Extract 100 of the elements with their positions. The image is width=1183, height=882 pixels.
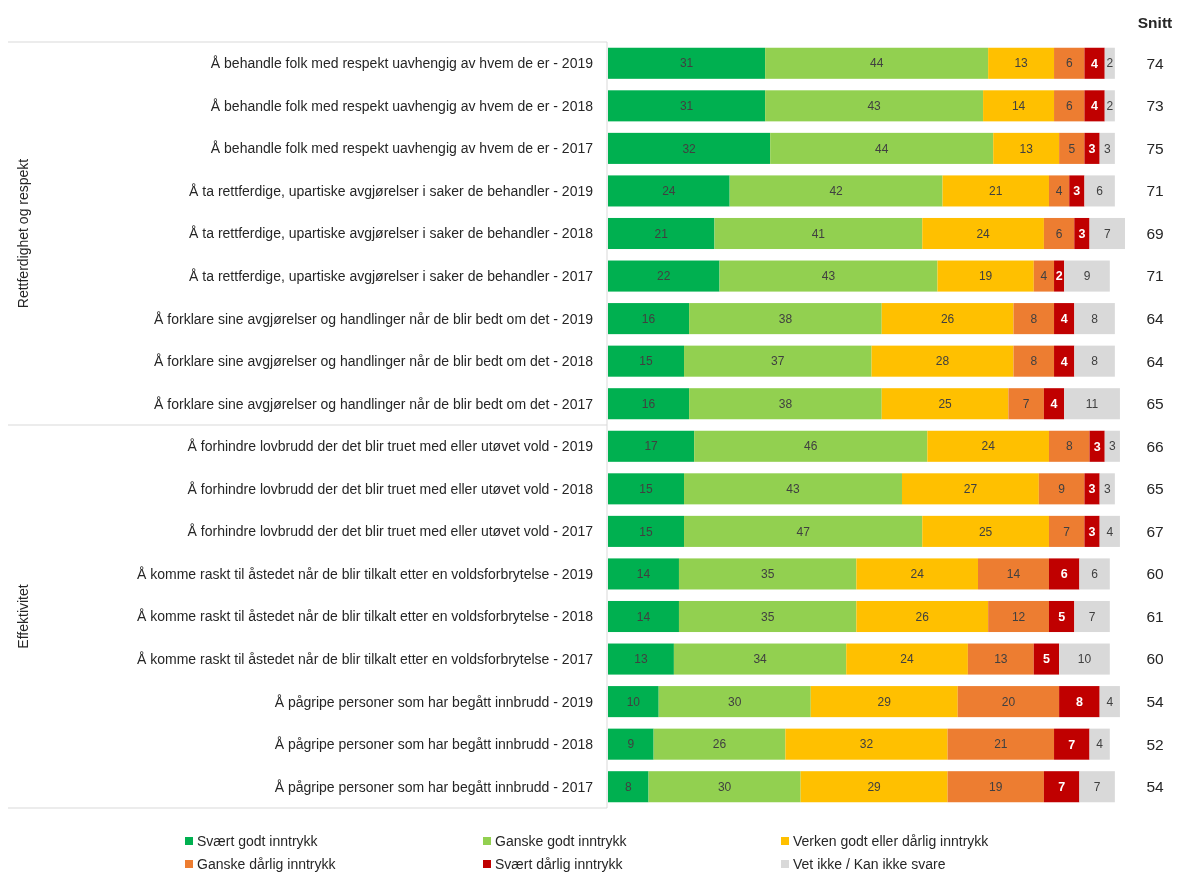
bar xyxy=(1054,303,1075,335)
bar xyxy=(993,132,1060,164)
bar xyxy=(1033,643,1060,675)
y-tick-label: Å forklare sine avgjørelser og handlinger når de blir bedt om det - 2019 xyxy=(154,310,594,327)
legend-label: Svært dårlig inntrykk xyxy=(495,856,624,872)
data-label: 8 xyxy=(1030,311,1038,326)
data-label: 37 xyxy=(771,354,785,369)
text: 60 xyxy=(1146,650,1164,668)
data-label: 3 xyxy=(1073,184,1081,199)
bar xyxy=(1048,430,1090,462)
data-label: 4 xyxy=(1060,311,1068,326)
y-tick-label: Å pågripe personer som har begått innbrudd - 2017 xyxy=(274,778,594,795)
data-label: 8 xyxy=(1030,354,1038,369)
data-label: 24 xyxy=(910,567,925,582)
data-label: 43 xyxy=(786,482,800,497)
text: 54 xyxy=(1146,778,1164,796)
data-label: 13 xyxy=(994,652,1008,667)
data-label: 29 xyxy=(877,694,892,709)
data-label: 34 xyxy=(753,652,768,667)
data-label: 32 xyxy=(682,141,697,156)
bar xyxy=(1084,90,1105,122)
data-label: 25 xyxy=(978,524,993,539)
y-tick-label: Å behandle folk med respekt uavhengig av hvem de er - 2019 xyxy=(210,55,594,72)
data-label: 8 xyxy=(1065,439,1073,454)
text: 73 xyxy=(1146,97,1164,115)
data-label: 3 xyxy=(1088,482,1096,497)
text: Snitt xyxy=(1137,14,1173,31)
bar xyxy=(765,90,984,122)
data-label: 27 xyxy=(963,482,978,497)
data-label: 7 xyxy=(1093,779,1101,794)
data-label: 4 xyxy=(1050,397,1058,412)
bar xyxy=(856,558,979,590)
data-label: 3 xyxy=(1088,141,1096,156)
data-label: 9 xyxy=(627,737,635,752)
data-label: 4 xyxy=(1091,99,1099,114)
data-label: 13 xyxy=(634,652,648,667)
bar xyxy=(608,600,679,633)
data-label: 2 xyxy=(1106,56,1114,71)
bar xyxy=(653,728,786,760)
bar xyxy=(1084,515,1100,547)
y-tick-label: Å forhindre lovbrudd der det blir truet med eller utøvet vold - 2017 xyxy=(187,523,594,540)
bar xyxy=(1048,175,1070,207)
data-label: 9 xyxy=(1083,269,1091,284)
bar xyxy=(648,771,801,803)
data-label: 19 xyxy=(989,779,1003,794)
data-label: 6 xyxy=(1060,567,1068,582)
y-tick-label: Å forhindre lovbrudd der det blir truet med eller utøvet vold - 2019 xyxy=(187,438,594,455)
bar xyxy=(785,728,948,760)
data-label: 3 xyxy=(1093,439,1101,454)
bar xyxy=(673,643,847,675)
bar xyxy=(856,600,989,633)
data-label: 38 xyxy=(778,396,793,411)
text: 60 xyxy=(1146,565,1164,583)
text: 65 xyxy=(1146,395,1164,413)
bar xyxy=(608,47,766,79)
bar xyxy=(846,643,968,675)
data-label: 19 xyxy=(978,269,993,284)
data-label: 14 xyxy=(636,567,651,582)
y-tick-label: Å komme raskt til åstedet når de blir tilkalt etter en voldsforbrytelse - 2017 xyxy=(137,650,594,667)
data-label: 21 xyxy=(989,184,1003,199)
data-label: 20 xyxy=(1001,694,1016,709)
bar xyxy=(770,132,994,164)
bar xyxy=(608,132,771,164)
bar xyxy=(1043,771,1080,803)
data-label: 41 xyxy=(811,226,826,241)
data-label: 4 xyxy=(1106,524,1114,539)
y-tick-label: Å komme raskt til åstedet når de blir tilkalt etter en voldsforbrytelse - 2019 xyxy=(137,565,594,582)
legend-label: Ganske dårlig inntrykk xyxy=(197,856,337,872)
y-tick-label: Å behandle folk med respekt uavhengig av hvem de er - 2017 xyxy=(210,140,594,157)
data-label: 6 xyxy=(1091,567,1099,582)
data-label: 7 xyxy=(1022,396,1030,411)
y-tick-label: Å ta rettferdige, upartiske avgjørelser i saker de behandler - 2017 xyxy=(189,267,594,284)
data-label: 8 xyxy=(1075,694,1083,709)
data-label: 3 xyxy=(1103,482,1111,497)
bar xyxy=(1084,47,1105,79)
text: 75 xyxy=(1146,139,1164,157)
data-label: 30 xyxy=(717,779,732,794)
text: 74 xyxy=(1146,54,1164,72)
data-label: 4 xyxy=(1096,737,1104,752)
bar xyxy=(988,47,1055,79)
data-label: 3 xyxy=(1108,439,1116,454)
y-tick-label: Å forklare sine avgjørelser og handlinger når de blir bedt om det - 2018 xyxy=(154,353,594,370)
data-label: 10 xyxy=(1077,652,1092,667)
data-label: 4 xyxy=(1060,354,1068,369)
data-label: 35 xyxy=(760,567,775,582)
text: 54 xyxy=(1146,693,1164,711)
bar xyxy=(714,217,923,250)
text: 71 xyxy=(1146,267,1164,285)
legend-label: Verken godt eller dårlig inntrykk xyxy=(793,833,990,849)
bar xyxy=(719,260,938,292)
bar xyxy=(608,260,720,292)
data-label: 14 xyxy=(636,609,651,624)
text: 69 xyxy=(1146,224,1164,242)
y-tick-label: Å forhindre lovbrudd der det blir truet med eller utøvet vold - 2018 xyxy=(187,480,594,497)
bar xyxy=(927,430,1049,462)
data-label: 42 xyxy=(829,184,844,199)
bar xyxy=(1038,473,1085,505)
bar xyxy=(1059,643,1110,675)
bar xyxy=(1033,260,1055,292)
bar xyxy=(1054,90,1085,122)
